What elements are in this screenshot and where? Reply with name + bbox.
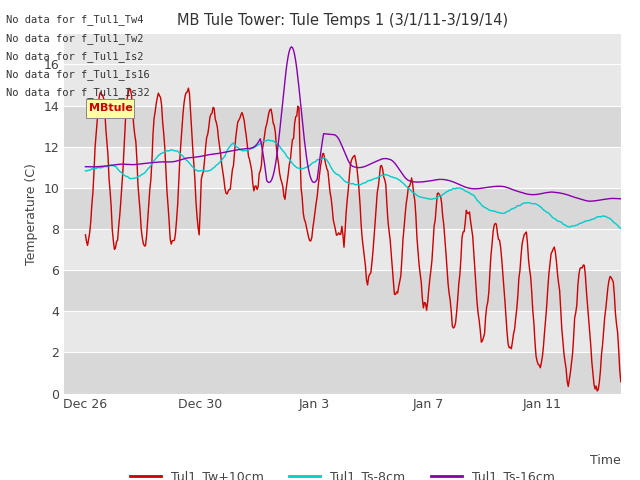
- Bar: [64, 229, 621, 270]
- Text: No data for f_Tul1_Tw4: No data for f_Tul1_Tw4: [6, 14, 144, 25]
- Text: MBtule: MBtule: [88, 104, 132, 113]
- Text: No data for f_Tul1_Is16: No data for f_Tul1_Is16: [6, 69, 150, 80]
- Text: Time: Time: [590, 454, 621, 467]
- Text: No data for f_Tul1_Is32: No data for f_Tul1_Is32: [6, 87, 150, 98]
- Y-axis label: Temperature (C): Temperature (C): [25, 163, 38, 264]
- Bar: [64, 352, 621, 394]
- Bar: [64, 106, 621, 147]
- Bar: [64, 270, 621, 312]
- Bar: [64, 312, 621, 352]
- Bar: [64, 188, 621, 229]
- Text: No data for f_Tul1_Tw2: No data for f_Tul1_Tw2: [6, 33, 144, 44]
- Text: No data for f_Tul1_Is2: No data for f_Tul1_Is2: [6, 51, 144, 62]
- Bar: [64, 147, 621, 188]
- Legend: Tul1_Tw+10cm, Tul1_Ts-8cm, Tul1_Ts-16cm: Tul1_Tw+10cm, Tul1_Ts-8cm, Tul1_Ts-16cm: [125, 465, 560, 480]
- Bar: [64, 64, 621, 106]
- Title: MB Tule Tower: Tule Temps 1 (3/1/11-3/19/14): MB Tule Tower: Tule Temps 1 (3/1/11-3/19…: [177, 13, 508, 28]
